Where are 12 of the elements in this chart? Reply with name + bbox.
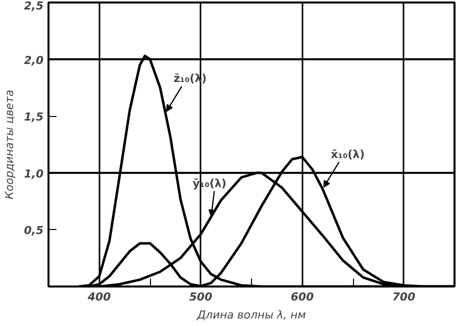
x-tick-label: 500	[189, 290, 213, 304]
y-tick-label: 1,0	[24, 167, 44, 180]
series-label: x̄₁₀(λ)	[330, 148, 365, 161]
y-tick-label: 2,5	[24, 0, 44, 12]
x-tick-label: 400	[86, 290, 112, 304]
x-tick-label: 600	[290, 290, 314, 304]
x-axis-title: Длина волны λ, нм	[196, 308, 306, 322]
y-axis-title: Координаты цвета	[3, 90, 16, 200]
x-tick-label: 700	[392, 290, 416, 304]
y-tick-label: 1,5	[24, 110, 44, 124]
y-tick-label: 2,0	[24, 54, 44, 67]
y-tick-label: 0,5	[24, 224, 44, 238]
